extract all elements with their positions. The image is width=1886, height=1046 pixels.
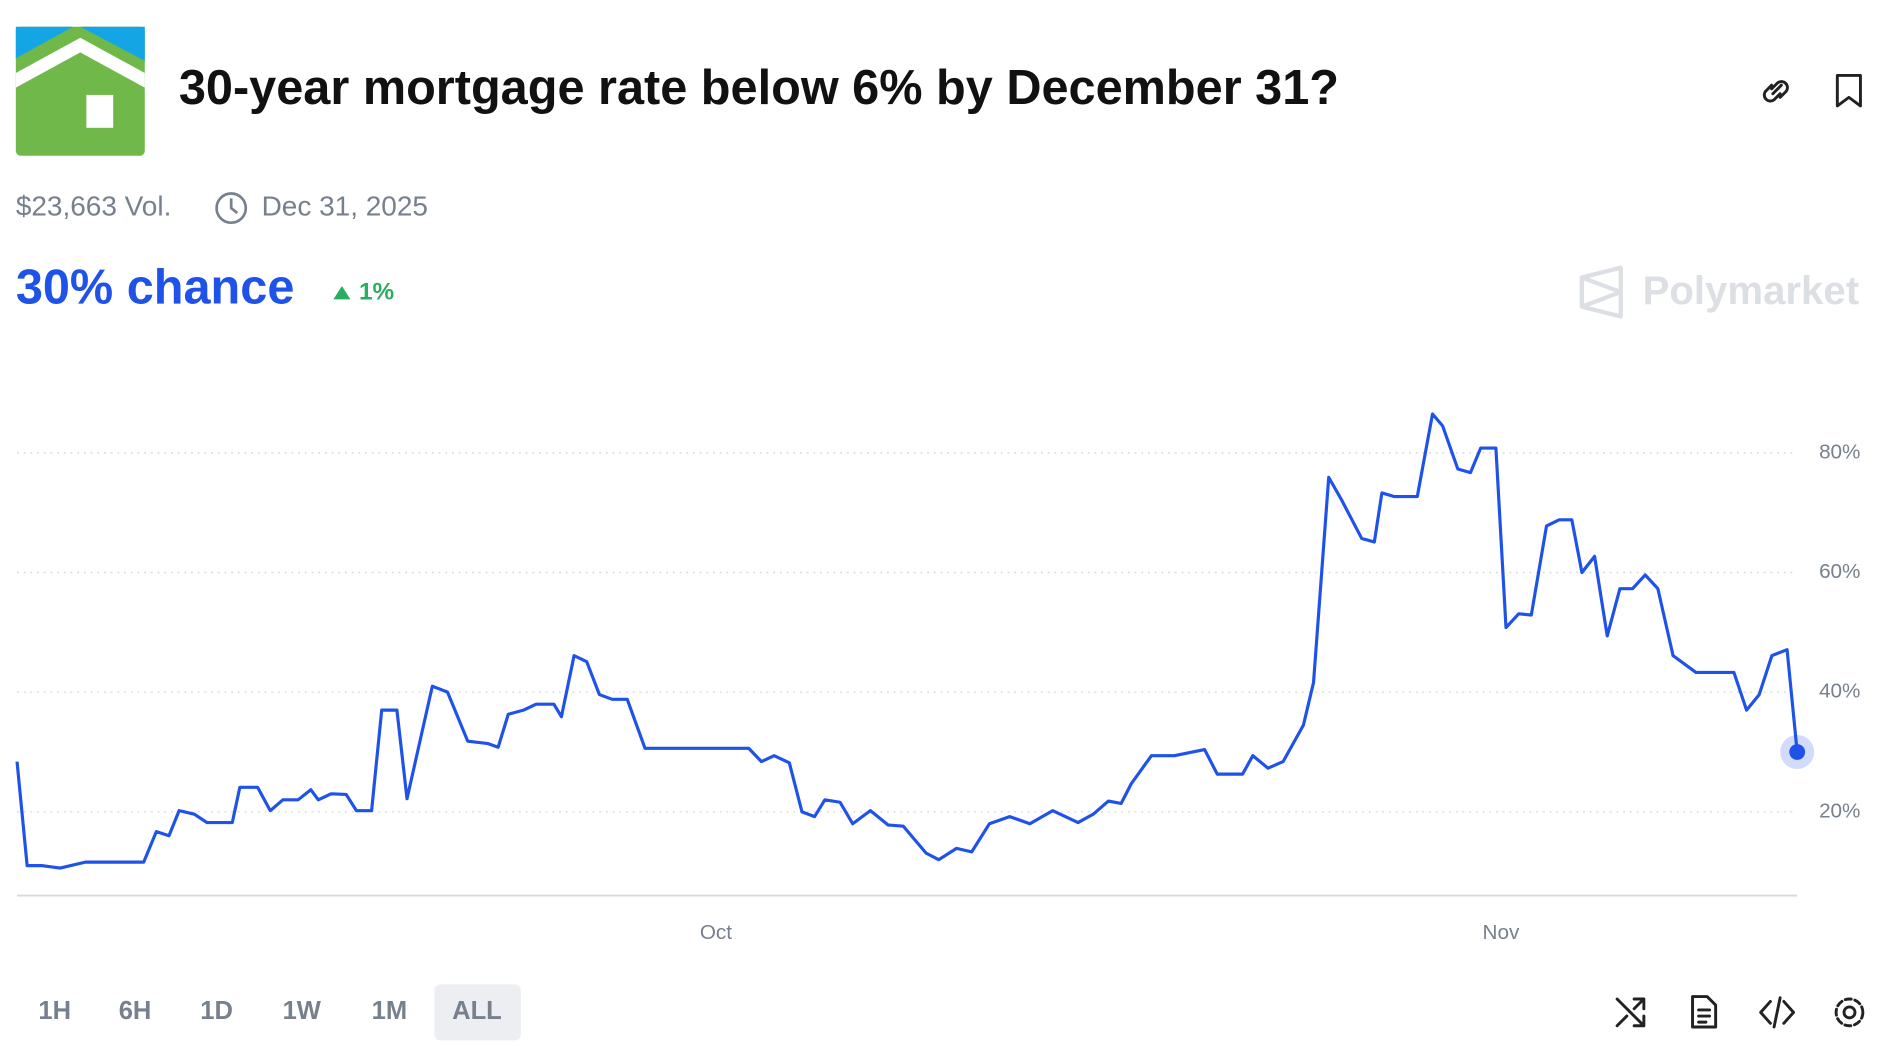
copy-link-button[interactable] bbox=[1762, 80, 1789, 103]
y-tick-label: 40% bbox=[1819, 680, 1860, 703]
change-arrow bbox=[333, 285, 351, 300]
chart: 20% 40% 60% 80% Oct Nov bbox=[15, 412, 1860, 944]
market-title: 30-year mortgage rate below 6% by Decemb… bbox=[179, 61, 1339, 115]
range-button[interactable]: 6H bbox=[119, 997, 152, 1025]
shuffle-button[interactable] bbox=[1615, 997, 1646, 1028]
brand: Polymarket bbox=[1643, 268, 1859, 313]
y-tick-label: 20% bbox=[1819, 799, 1860, 822]
price-line bbox=[15, 412, 1799, 870]
range-button[interactable]: 1D bbox=[200, 997, 233, 1025]
rules-button[interactable] bbox=[1691, 995, 1718, 1029]
y-tick-label: 60% bbox=[1819, 560, 1860, 583]
x-tick-label: Oct bbox=[700, 921, 732, 944]
range-button[interactable]: 1W bbox=[283, 997, 322, 1025]
bookmark-button[interactable] bbox=[1835, 74, 1862, 108]
range-button[interactable]: 1M bbox=[372, 997, 408, 1025]
active-button-bg bbox=[434, 984, 521, 1041]
x-tick-label: Nov bbox=[1483, 921, 1520, 944]
volume: $23,663 Vol. bbox=[16, 190, 172, 221]
range-button[interactable]: ALL bbox=[452, 997, 502, 1025]
chance: 30% chance bbox=[16, 261, 295, 315]
y-tick-label: 80% bbox=[1819, 440, 1860, 463]
brand-logo bbox=[1579, 265, 1623, 319]
market-icon bbox=[15, 26, 145, 156]
range-button[interactable]: 1H bbox=[38, 997, 71, 1025]
toolbar-icons bbox=[1615, 995, 1865, 1029]
clock-icon bbox=[215, 192, 248, 225]
change: 1% bbox=[359, 279, 394, 306]
embed-button[interactable] bbox=[1759, 996, 1795, 1029]
settings-button[interactable] bbox=[1834, 997, 1865, 1028]
end-point bbox=[1789, 744, 1806, 760]
range-buttons: 1H 6H 1D 1W 1M ALL bbox=[38, 984, 521, 1041]
end-date: Dec 31, 2025 bbox=[262, 190, 428, 221]
